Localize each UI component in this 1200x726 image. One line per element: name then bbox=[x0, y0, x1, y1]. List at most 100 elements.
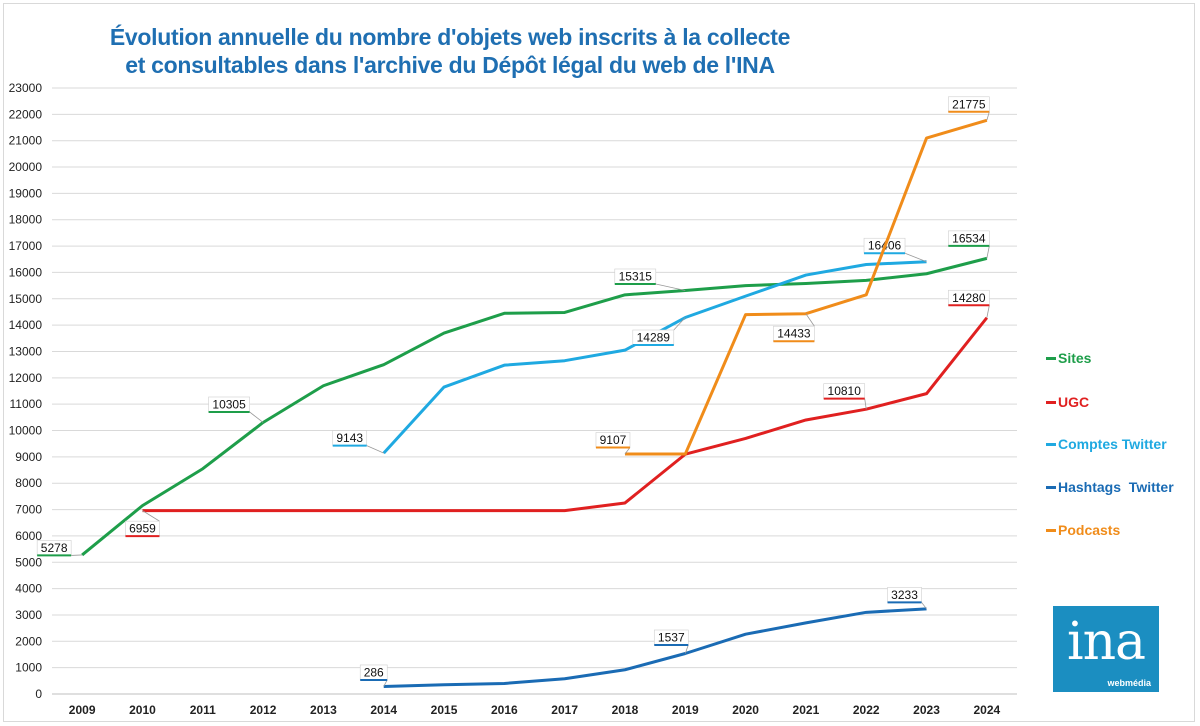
legend-swatch bbox=[1046, 400, 1056, 404]
data-label-text: 6959 bbox=[129, 522, 156, 536]
data-label: 286 bbox=[359, 664, 388, 687]
x-tick-label: 2014 bbox=[370, 703, 397, 717]
x-tick-label: 2013 bbox=[310, 703, 337, 717]
y-tick-label: 8000 bbox=[15, 476, 42, 490]
data-label-leader bbox=[366, 445, 384, 454]
data-label: 9143 bbox=[332, 430, 384, 454]
y-tick-label: 5000 bbox=[15, 555, 42, 569]
x-tick-label: 2012 bbox=[250, 703, 277, 717]
chart-title-line-2: et consultables dans l'archive du Dépôt … bbox=[125, 52, 775, 78]
y-tick-label: 11000 bbox=[10, 397, 43, 411]
data-label: 16406 bbox=[863, 237, 927, 263]
data-label-text: 16534 bbox=[952, 231, 986, 245]
data-label-leader bbox=[864, 398, 867, 410]
data-label-text: 9143 bbox=[336, 431, 363, 445]
legend-item: UGC bbox=[1046, 394, 1089, 410]
y-tick-label: 21000 bbox=[9, 134, 43, 148]
data-label-text: 1537 bbox=[658, 631, 685, 645]
data-label-text: 21775 bbox=[952, 97, 986, 111]
data-label: 9107 bbox=[595, 432, 631, 455]
legend-item: Sites bbox=[1046, 350, 1091, 366]
x-tick-label: 2009 bbox=[69, 703, 96, 717]
legend-swatch bbox=[1046, 485, 1056, 489]
data-label-text: 14289 bbox=[637, 331, 671, 345]
data-label: 16534 bbox=[948, 230, 990, 259]
x-tick-label: 2017 bbox=[551, 703, 578, 717]
data-label-leader bbox=[921, 602, 927, 610]
y-tick-label: 12000 bbox=[9, 371, 43, 385]
y-tick-label: 13000 bbox=[9, 344, 43, 358]
y-tick-label: 19000 bbox=[9, 186, 43, 200]
y-tick-label: 0 bbox=[35, 687, 42, 701]
y-tick-label: 18000 bbox=[9, 213, 43, 227]
data-label-leader bbox=[986, 305, 990, 318]
y-tick-label: 6000 bbox=[15, 529, 42, 543]
data-label-text: 3233 bbox=[891, 588, 918, 602]
legend-swatch bbox=[1046, 356, 1056, 360]
x-tick-label: 2011 bbox=[190, 703, 216, 717]
x-tick-label: 2024 bbox=[973, 703, 1000, 717]
x-tick-label: 2019 bbox=[672, 703, 699, 717]
y-tick-label: 22000 bbox=[9, 107, 43, 121]
legend-item: Podcasts bbox=[1046, 522, 1120, 538]
data-label-leader bbox=[624, 447, 631, 455]
ina-logo-word: ina bbox=[1066, 612, 1146, 672]
legend-label: Sites bbox=[1058, 350, 1092, 366]
data-label: 21775 bbox=[948, 96, 990, 121]
ina-logo: ina webmédia bbox=[1053, 606, 1159, 692]
data-label-text: 9107 bbox=[600, 433, 627, 447]
data-label-text: 15315 bbox=[619, 269, 653, 283]
data-label-leader bbox=[71, 554, 83, 556]
data-label-text: 5278 bbox=[41, 541, 68, 555]
data-label: 14289 bbox=[632, 317, 686, 347]
data-label: 15315 bbox=[614, 268, 686, 291]
legend-label: Comptes Twitter bbox=[1058, 436, 1167, 452]
x-tick-label: 2021 bbox=[793, 703, 820, 717]
y-tick-label: 20000 bbox=[9, 160, 43, 174]
data-label: 14280 bbox=[948, 289, 990, 318]
y-tick-label: 14000 bbox=[9, 318, 43, 332]
legend-swatch bbox=[1046, 528, 1056, 532]
legend-item: Hashtags Twitter bbox=[1046, 479, 1174, 495]
y-tick-label: 17000 bbox=[9, 239, 43, 253]
data-label: 5278 bbox=[36, 540, 83, 557]
y-tick-label: 4000 bbox=[15, 582, 42, 596]
data-label-text: 14433 bbox=[777, 327, 811, 341]
data-label: 10810 bbox=[823, 383, 867, 410]
data-label: 3233 bbox=[887, 587, 927, 610]
data-label-text: 10305 bbox=[212, 397, 246, 411]
data-label-leader bbox=[805, 313, 815, 327]
x-tick-label: 2015 bbox=[431, 703, 458, 717]
chart-frame bbox=[3, 3, 1195, 722]
x-tick-label: 2018 bbox=[612, 703, 639, 717]
data-label-leader bbox=[655, 283, 686, 291]
x-tick-label: 2022 bbox=[853, 703, 880, 717]
data-label-leader bbox=[142, 510, 160, 522]
data-label-leader bbox=[904, 252, 927, 263]
y-tick-label: 15000 bbox=[9, 292, 43, 306]
y-tick-label: 1000 bbox=[15, 661, 42, 675]
legend-swatch bbox=[1046, 442, 1056, 446]
data-label-leader bbox=[986, 111, 990, 121]
x-tick-label: 2023 bbox=[913, 703, 940, 717]
data-label-text: 10810 bbox=[828, 384, 862, 398]
data-label: 14433 bbox=[773, 313, 815, 343]
legend-label: UGC bbox=[1058, 394, 1090, 410]
ina-logo-subtext: webmédia bbox=[1107, 678, 1151, 688]
data-label: 10305 bbox=[208, 396, 264, 423]
legend-item: Comptes Twitter bbox=[1046, 436, 1167, 452]
series-line-ugc bbox=[142, 316, 989, 513]
x-tick-label: 2016 bbox=[491, 703, 518, 717]
series-line-sites bbox=[81, 256, 988, 557]
data-label-leader bbox=[986, 245, 990, 259]
data-label: 1537 bbox=[653, 629, 689, 654]
y-tick-label: 3000 bbox=[15, 608, 42, 622]
data-label-leader bbox=[673, 317, 686, 331]
x-tick-label: 2020 bbox=[732, 703, 759, 717]
x-tick-label: 2010 bbox=[129, 703, 156, 717]
data-label-text: 14280 bbox=[952, 291, 986, 305]
data-label-leader bbox=[249, 411, 264, 423]
y-tick-label: 7000 bbox=[15, 503, 42, 517]
data-label-leader bbox=[684, 644, 689, 654]
